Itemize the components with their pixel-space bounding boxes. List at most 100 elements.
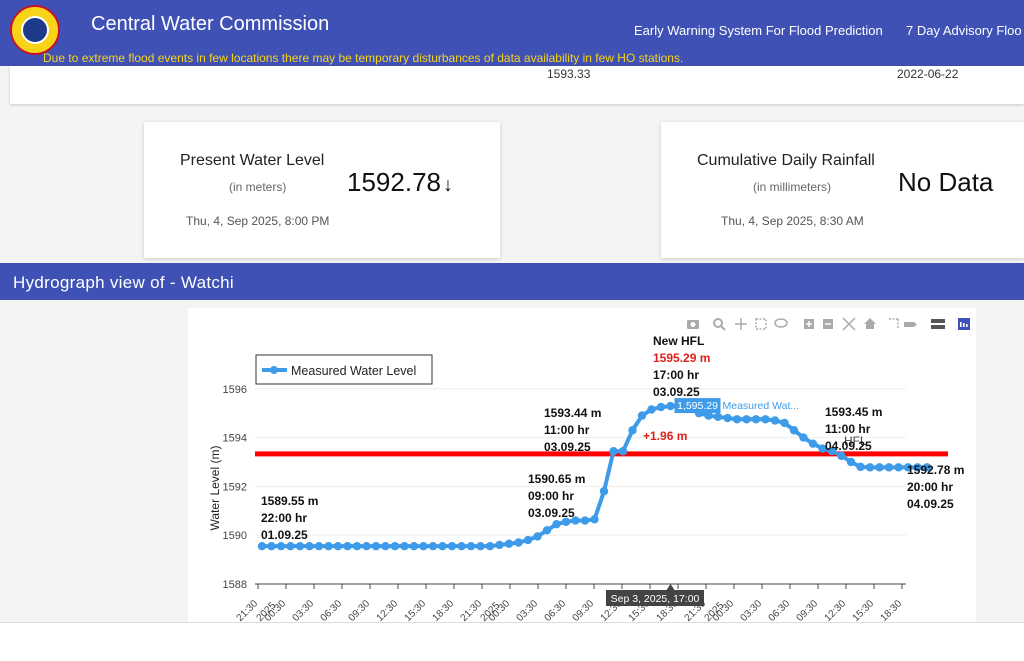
y-axis-title: Water Level (m) (208, 446, 222, 531)
hover-series: Measured Wat... (723, 400, 800, 412)
data-point (504, 539, 514, 548)
annotation-rise-start: 09:00 hr (528, 489, 574, 503)
data-point (295, 541, 305, 551)
data-point (276, 541, 286, 551)
annotation-falling: 11:00 hr (825, 422, 871, 436)
cwc-logo[interactable] (10, 5, 60, 55)
annotation-rise-mid: 11:00 hr (544, 423, 590, 437)
box-select-icon[interactable] (755, 318, 767, 330)
box-select-shape (755, 318, 767, 330)
hfl-label: HFL (844, 434, 867, 448)
data-point (485, 541, 495, 551)
data-point (314, 541, 324, 551)
page-footer-area (0, 622, 1024, 661)
rainfall-value: No Data (898, 167, 994, 197)
data-point (780, 418, 789, 428)
x-tick-label: 15:30 (403, 598, 429, 622)
data-point (438, 541, 447, 551)
autoscale-shape (842, 317, 856, 331)
zoom-in-icon[interactable] (804, 319, 814, 329)
annotation-rise-start: 1590.65 m (528, 472, 585, 486)
annotation-new-hfl: 1595.29 m (653, 351, 710, 365)
data-point (428, 541, 438, 551)
hover-x-label: Sep 3, 2025, 17:00 (611, 593, 700, 605)
x-tick-label: 12:30 (375, 598, 401, 622)
annotation-start: 22:00 hr (261, 511, 307, 525)
nav-early-warning[interactable]: Early Warning System For Flood Predictio… (634, 23, 883, 38)
data-point (818, 444, 827, 453)
data-point (476, 541, 485, 551)
zoom-icon[interactable] (713, 318, 726, 331)
legend[interactable]: Measured Water Level (255, 354, 433, 385)
data-point (542, 526, 552, 535)
plotly-bar (966, 324, 968, 327)
legend-label: Measured Water Level (291, 364, 416, 378)
lasso-shape (774, 318, 788, 328)
zoom-glass (713, 318, 723, 328)
data-point (856, 462, 865, 472)
hover-compare-icon[interactable] (931, 319, 945, 329)
card-title: Present Water Level (180, 152, 325, 169)
data-point (561, 517, 571, 526)
data-point (723, 413, 732, 423)
data-point (552, 520, 561, 529)
lasso-select-icon[interactable] (774, 318, 788, 328)
card-date: Thu, 4, Sep 2025, 8:30 AM (721, 214, 864, 228)
data-point (732, 415, 742, 424)
hover-compare-top (931, 319, 945, 323)
plotly-bar (963, 323, 965, 327)
brand-title[interactable]: Central Water Commission (91, 13, 330, 35)
data-point (637, 411, 647, 420)
data-point (761, 415, 770, 424)
data-point (913, 463, 922, 472)
hover-closest-shape (904, 322, 914, 327)
present-water-level-card: Present Water Level (in meters) 1592.78 ↓… (144, 122, 500, 258)
camera-icon[interactable] (687, 320, 699, 329)
annotation-falling: 04.09.25 (825, 439, 872, 453)
data-point (267, 541, 276, 551)
autoscale-icon[interactable] (842, 317, 856, 331)
data-point (400, 541, 409, 551)
data-point (846, 457, 856, 467)
y-tick-label: 1596 (223, 384, 247, 396)
data-point (390, 541, 400, 551)
hover-compare-bottom (931, 325, 945, 329)
nav-7-day-advisory[interactable]: 7 Day Advisory Floo (906, 23, 1022, 38)
x-tick-label: 15:30 (851, 598, 877, 622)
data-point (618, 447, 628, 456)
zoom-out-icon[interactable] (823, 319, 833, 329)
data-point (257, 541, 267, 551)
arrow-down-icon: ↓ (442, 174, 453, 196)
hover-value: 1,595.29 (677, 400, 718, 412)
x-axis-ticks: 21:30 00:30 03:30 06:30 09:30 12:30 15:30 18:30… (235, 584, 904, 624)
data-point (827, 446, 837, 456)
spike-lines-icon[interactable] (889, 318, 899, 329)
hydrograph-svg[interactable]: 1588 1590 1592 1594 1596 21:30 00:30 03:30 06:3… (188, 308, 976, 624)
x-tick-label: 03:30 (515, 598, 541, 622)
data-point (590, 515, 599, 524)
annotation-falling: 1593.45 m (825, 405, 882, 419)
data-point (770, 416, 780, 425)
zoom-handle (720, 325, 726, 331)
card-unit: (in meters) (229, 180, 287, 194)
camera-lens (690, 322, 696, 327)
plotly-logo-icon[interactable] (958, 318, 970, 330)
data-point (742, 415, 751, 424)
hfl-info-card: 1593.33 2022-06-22 (10, 66, 1024, 104)
annotation-new-hfl: New HFL (653, 334, 704, 348)
pan-icon[interactable] (735, 318, 747, 330)
reset-axes-icon[interactable] (864, 318, 876, 329)
plotly-bar (960, 322, 962, 327)
data-point (789, 426, 799, 435)
x-tick-label: 12:30 (823, 598, 849, 622)
cumulative-rainfall-card: Cumulative Daily Rainfall (in millimeter… (661, 122, 1024, 258)
hover-closest-icon[interactable] (904, 322, 917, 327)
data-point (305, 541, 314, 551)
annotation-start: 01.09.25 (261, 528, 308, 542)
data-point (922, 463, 932, 472)
annotation-rise-start: 03.09.25 (528, 506, 575, 520)
data-point (628, 426, 637, 435)
x-tick-label: 09:30 (795, 598, 821, 622)
data-point (324, 541, 333, 551)
data-point (286, 541, 295, 551)
